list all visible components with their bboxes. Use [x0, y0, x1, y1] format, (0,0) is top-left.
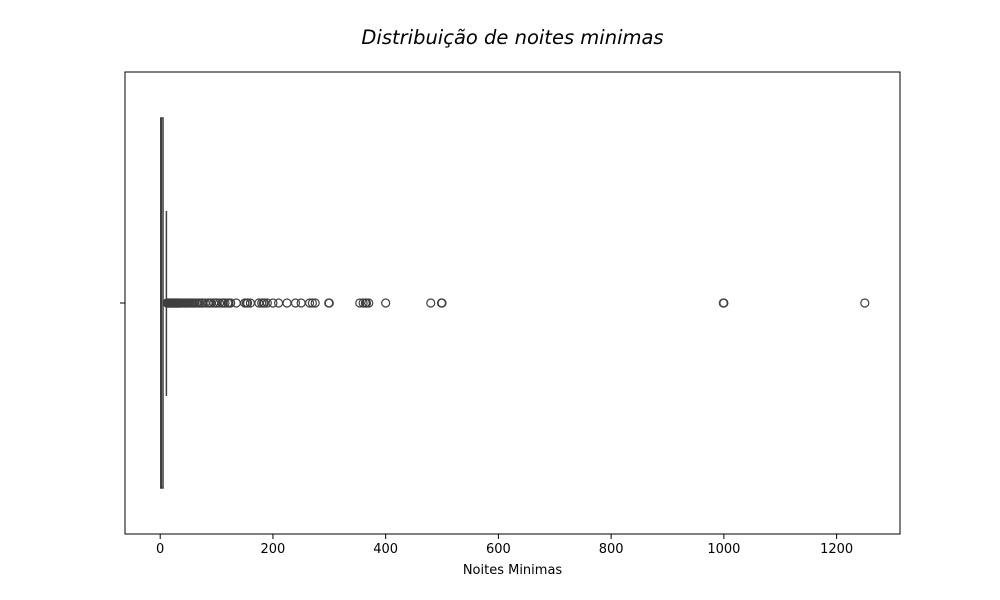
outlier-point — [290, 298, 301, 308]
outlier-point — [304, 298, 315, 308]
outlier-point — [242, 298, 253, 308]
outlier-point — [226, 298, 236, 308]
outlier-point — [273, 298, 284, 308]
chart-title: Distribuição de noites minimas — [361, 26, 663, 49]
outlier-point — [381, 298, 391, 308]
x-tick-label: 200 — [261, 542, 286, 557]
outlier-point — [719, 298, 729, 308]
x-axis: 0 200 400 600 800 1000 1200 — [156, 534, 853, 557]
outlier-point — [364, 298, 374, 308]
x-tick-label: 0 — [156, 542, 164, 557]
x-tick-label: 1000 — [707, 542, 740, 557]
x-tick-label: 1200 — [820, 542, 853, 557]
outlier-point — [282, 298, 292, 308]
outlier-point — [426, 298, 436, 308]
outlier-point — [262, 298, 272, 308]
x-tick-label: 600 — [486, 542, 511, 557]
x-tick-label: 400 — [373, 542, 398, 557]
x-axis-label: Noites Minimas — [463, 563, 563, 578]
outlier-point — [355, 298, 365, 308]
outliers — [162, 298, 870, 308]
x-tick-label: 800 — [599, 542, 624, 557]
outlier-point — [268, 298, 278, 308]
outlier-point — [220, 298, 230, 308]
outlier-point — [437, 298, 447, 308]
outlier-point — [860, 298, 870, 308]
outlier-point — [324, 298, 334, 308]
outlier-point — [310, 298, 320, 308]
outlier-point — [296, 298, 306, 308]
outlier-point — [307, 298, 317, 308]
